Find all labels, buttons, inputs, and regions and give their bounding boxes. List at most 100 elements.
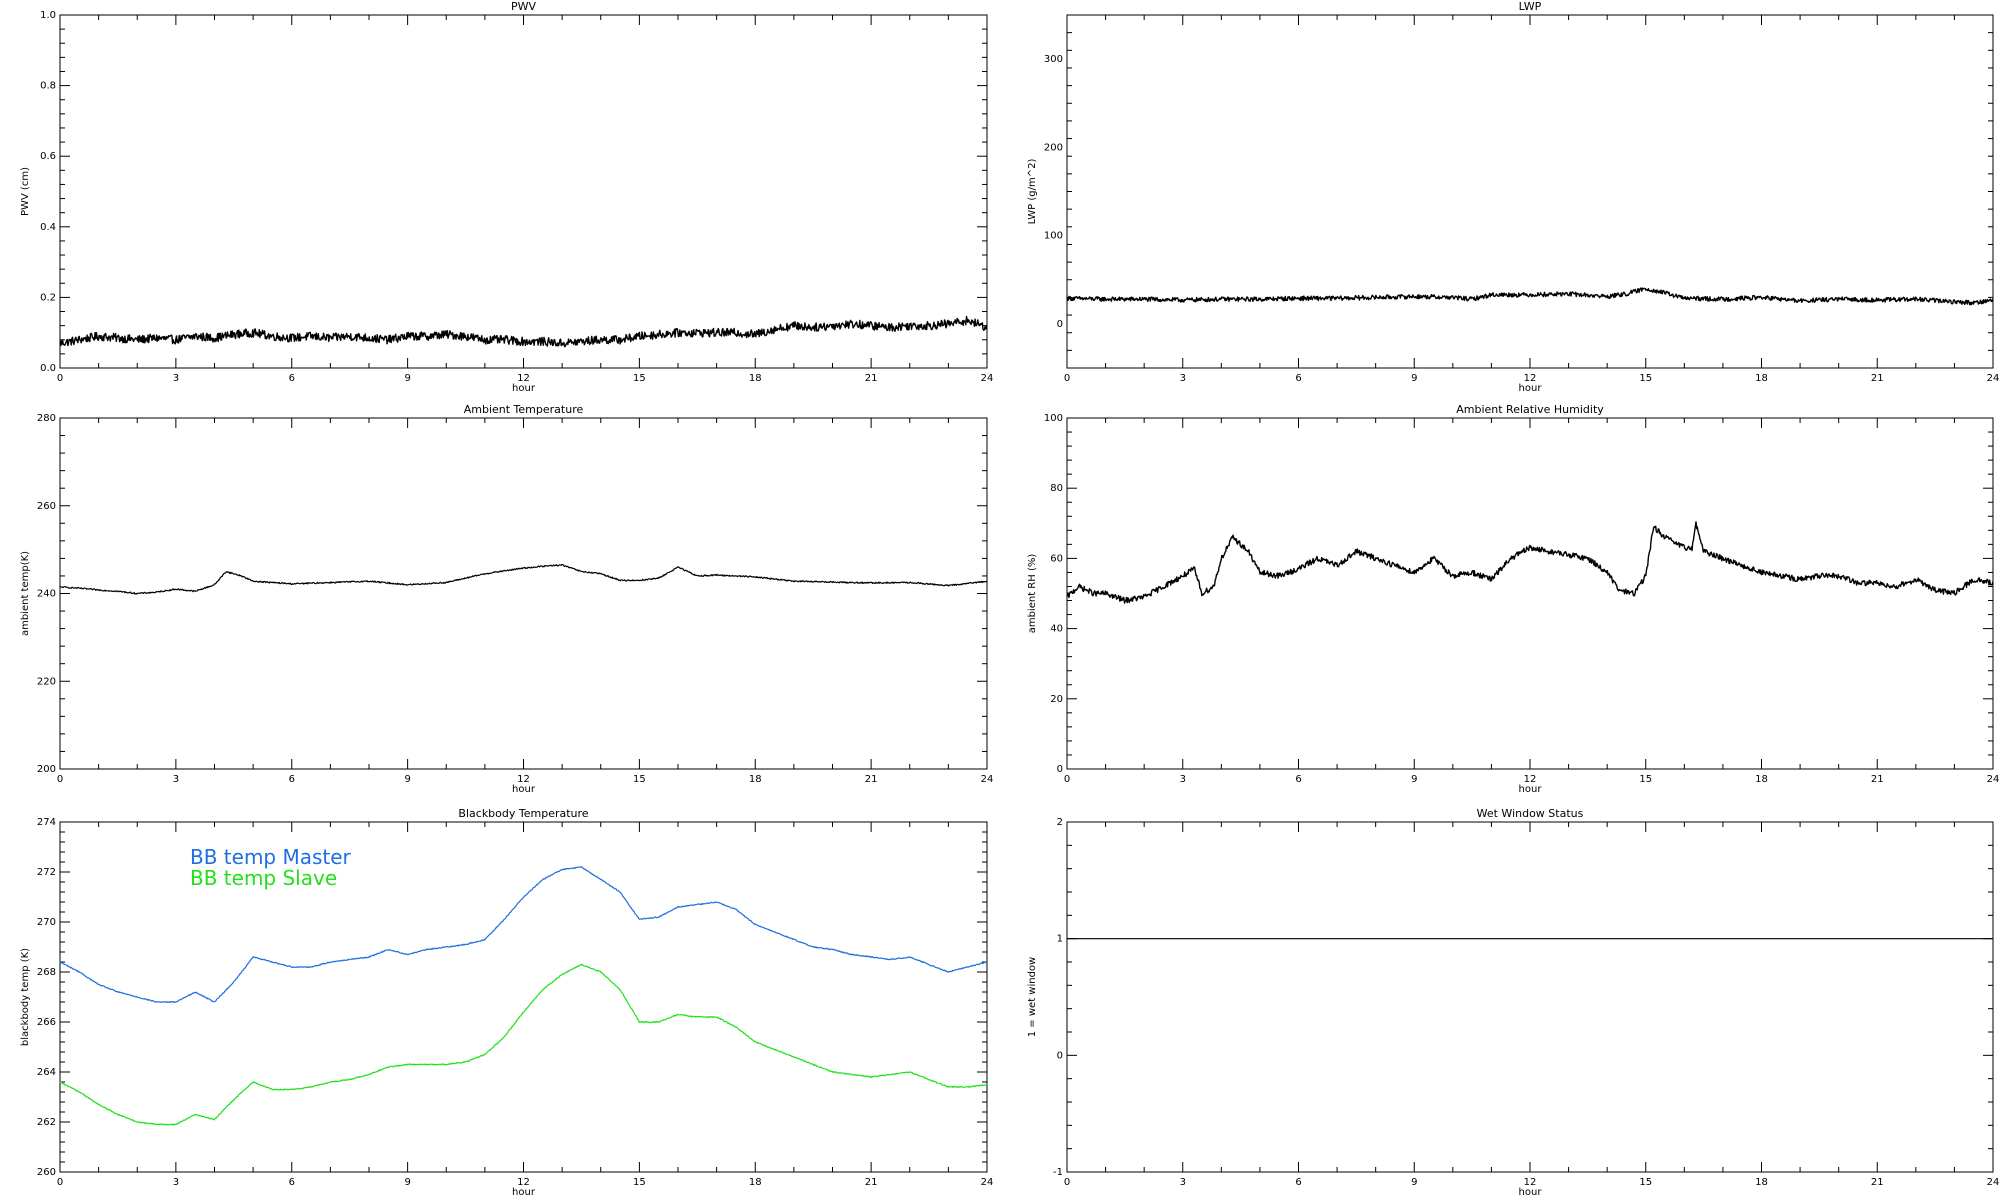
x-tick-label: 21 [865, 774, 878, 785]
y-tick-label: -1 [1053, 1167, 1063, 1178]
chart-title: Blackbody Temperature [458, 807, 588, 820]
y-tick-label: 0.2 [40, 292, 56, 303]
x-tick-label: 9 [1411, 1177, 1417, 1188]
x-tick-label: 6 [1295, 373, 1301, 384]
x-tick-label: 3 [1180, 774, 1186, 785]
x-tick-label: 24 [1987, 373, 2000, 384]
x-tick-label: 9 [404, 1177, 410, 1188]
legend-entry: BB temp Slave [190, 866, 337, 890]
y-tick-label: 280 [37, 413, 56, 424]
x-tick-label: 9 [404, 774, 410, 785]
y-tick-label: 264 [37, 1067, 56, 1078]
x-tick-label: 0 [57, 373, 63, 384]
y-tick-label: 100 [1044, 231, 1063, 242]
x-axis-label: hour [1519, 383, 1543, 394]
x-tick-label: 9 [1411, 774, 1417, 785]
x-tick-label: 18 [1755, 1177, 1768, 1188]
x-tick-label: 6 [289, 373, 295, 384]
chart-title: LWP [1519, 0, 1542, 13]
y-axis-label: blackbody temp (K) [20, 948, 31, 1046]
x-tick-label: 24 [1987, 774, 2000, 785]
x-tick-label: 15 [1639, 373, 1652, 384]
x-tick-label: 18 [749, 1177, 762, 1188]
x-tick-label: 9 [404, 373, 410, 384]
x-tick-label: 3 [1180, 373, 1186, 384]
y-axis-label: ambient RH (%) [1027, 554, 1038, 634]
x-axis-label: hour [1519, 1187, 1543, 1198]
y-tick-label: 0.4 [40, 222, 56, 233]
y-tick-label: 260 [37, 501, 56, 512]
y-tick-label: 0 [1057, 764, 1063, 775]
x-tick-label: 12 [1524, 373, 1537, 384]
series-line-pwv-0 [59, 315, 988, 348]
x-tick-label: 12 [517, 774, 530, 785]
x-tick-label: 24 [1987, 1177, 2000, 1188]
x-tick-label: 0 [1064, 774, 1070, 785]
x-tick-label: 3 [1180, 1177, 1186, 1188]
x-tick-label: 6 [1295, 1177, 1301, 1188]
x-tick-label: 21 [865, 373, 878, 384]
y-tick-label: 80 [1050, 483, 1063, 494]
x-tick-label: 24 [981, 373, 994, 384]
chart-panel-ambient_rh: Ambient Relative Humidity 0 3 6 9 12 15 18 21 24 h… [1027, 403, 1999, 795]
y-axis-label: LWP (g/m^2) [1027, 159, 1038, 225]
x-tick-label: 3 [173, 373, 179, 384]
y-axis-label: ambient temp(K) [20, 551, 31, 636]
x-tick-label: 15 [633, 1177, 646, 1188]
y-tick-label: 270 [37, 917, 56, 928]
legend-entry: BB temp Master [190, 845, 352, 869]
x-tick-label: 3 [173, 1177, 179, 1188]
chart-panel-bb_temp: Blackbody Temperature 0 3 6 9 12 15 18 21 24 hour 2… [20, 807, 993, 1198]
x-axis-label: hour [512, 784, 536, 795]
y-tick-label: 40 [1050, 624, 1063, 635]
y-tick-label: 260 [37, 1167, 56, 1178]
chart-panel-lwp: LWP 0 3 6 9 12 15 18 21 24 hour 0 100 200 300 LWP (g/m^… [1027, 0, 1999, 394]
y-axis-label: PWV (cm) [20, 167, 31, 216]
y-tick-label: 0.6 [40, 151, 56, 162]
x-tick-label: 12 [517, 373, 530, 384]
x-tick-label: 3 [173, 774, 179, 785]
x-axis-label: hour [512, 1187, 536, 1198]
plot-frame [59, 417, 988, 770]
y-tick-label: 0.0 [40, 363, 56, 374]
chart-panel-ambient_temp: Ambient Temperature 0 3 6 9 12 15 18 21 24 hour 200… [20, 403, 993, 795]
x-axis-label: hour [512, 383, 536, 394]
y-tick-label: 268 [37, 967, 56, 978]
x-tick-label: 9 [1411, 373, 1417, 384]
x-tick-label: 0 [1064, 373, 1070, 384]
y-tick-label: 262 [37, 1117, 56, 1128]
x-tick-label: 21 [1871, 373, 1884, 384]
chart-title: Ambient Relative Humidity [1456, 403, 1604, 416]
y-tick-label: 0 [1057, 319, 1063, 330]
x-tick-label: 21 [1871, 1177, 1884, 1188]
x-tick-label: 15 [633, 373, 646, 384]
plot-frame [1066, 417, 1994, 770]
x-tick-label: 21 [1871, 774, 1884, 785]
x-tick-label: 0 [57, 1177, 63, 1188]
y-tick-label: 100 [1044, 413, 1063, 424]
y-tick-label: 200 [37, 764, 56, 775]
y-tick-label: 0.8 [40, 81, 56, 92]
series-line-bb_temp-1 [59, 963, 988, 1126]
chart-title: Ambient Temperature [464, 403, 584, 416]
series-line-bb_temp-0 [59, 866, 988, 1004]
y-tick-label: 272 [37, 867, 56, 878]
x-tick-label: 6 [289, 774, 295, 785]
y-tick-label: 2 [1057, 817, 1063, 828]
series-line-ambient_temp-0 [59, 563, 988, 595]
x-tick-label: 24 [981, 1177, 994, 1188]
series-line-ambient_rh-0 [1066, 521, 1994, 604]
x-tick-label: 15 [1639, 774, 1652, 785]
y-tick-label: 1 [1057, 934, 1063, 945]
chart-title: Wet Window Status [1477, 807, 1584, 820]
y-axis-label: 1 = wet window [1027, 957, 1038, 1037]
x-tick-label: 0 [57, 774, 63, 785]
x-tick-label: 18 [749, 774, 762, 785]
x-tick-label: 6 [1295, 774, 1301, 785]
x-tick-label: 18 [749, 373, 762, 384]
y-tick-label: 274 [37, 817, 56, 828]
x-tick-label: 21 [865, 1177, 878, 1188]
x-tick-label: 18 [1755, 373, 1768, 384]
